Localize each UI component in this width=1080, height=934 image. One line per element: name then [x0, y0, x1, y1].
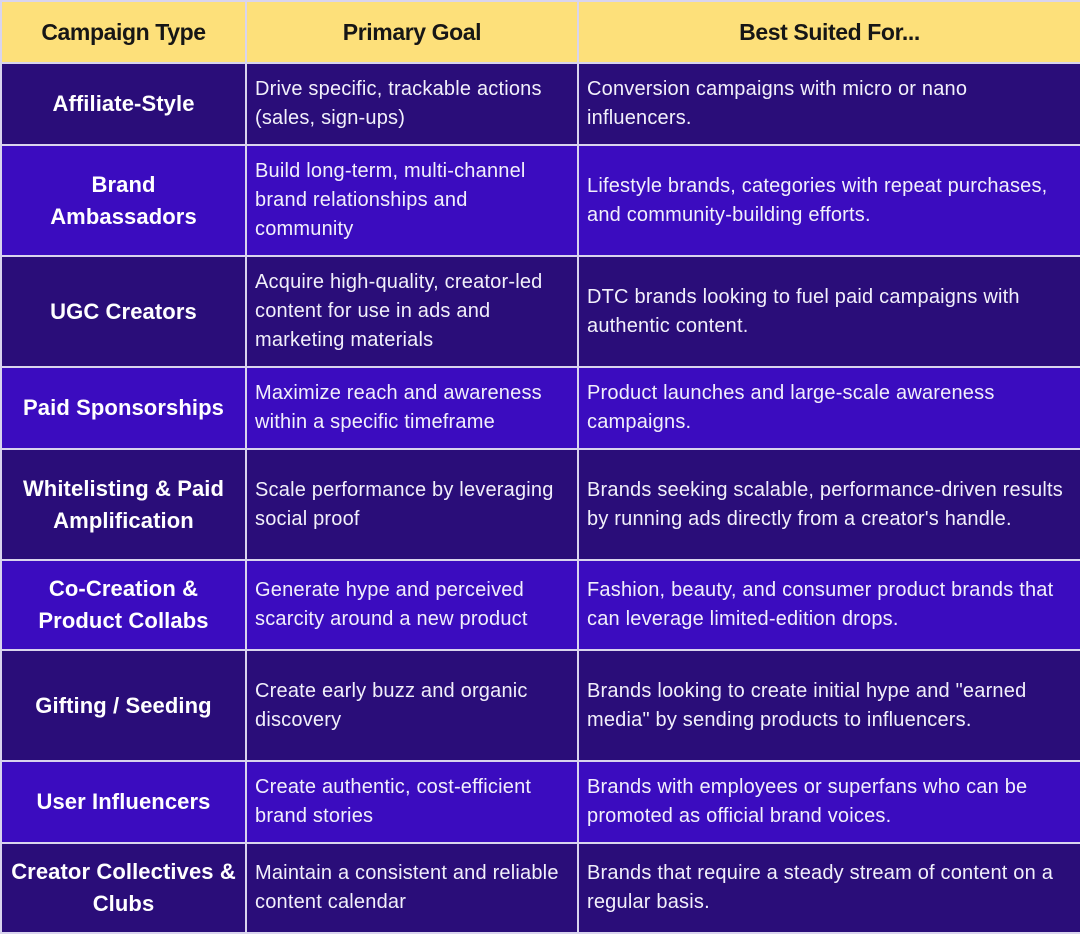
table-row: Affiliate-Style Drive specific, trackabl…: [0, 62, 1080, 146]
primary-goal-cell: Create authentic, cost-efficient brand s…: [245, 760, 579, 844]
best-suited-cell: Brands seeking scalable, performance-dri…: [577, 448, 1080, 561]
best-suited-cell: Fashion, beauty, and consumer product br…: [577, 559, 1080, 651]
campaign-type-cell: Co-Creation & Product Collabs: [0, 559, 247, 651]
table-row: UGC Creators Acquire high-quality, creat…: [0, 255, 1080, 368]
table-row: Co-Creation & Product Collabs Generate h…: [0, 559, 1080, 651]
best-suited-cell: Brands with employees or superfans who c…: [577, 760, 1080, 844]
primary-goal-cell: Drive specific, trackable actions (sales…: [245, 62, 579, 146]
primary-goal-cell: Acquire high-quality, creator-led conten…: [245, 255, 579, 368]
primary-goal-cell: Generate hype and perceived scarcity aro…: [245, 559, 579, 651]
campaign-type-cell: Creator Collectives & Clubs: [0, 842, 247, 934]
campaign-type-cell: Affiliate-Style: [0, 62, 247, 146]
primary-goal-cell: Create early buzz and organic discovery: [245, 649, 579, 762]
table-row: User Influencers Create authentic, cost-…: [0, 760, 1080, 844]
table-body: Affiliate-Style Drive specific, trackabl…: [0, 62, 1080, 934]
table-row: Gifting / Seeding Create early buzz and …: [0, 649, 1080, 762]
campaign-type-cell: Gifting / Seeding: [0, 649, 247, 762]
column-header-primary-goal: Primary Goal: [245, 0, 579, 64]
best-suited-cell: Product launches and large-scale awarene…: [577, 366, 1080, 450]
campaign-type-cell: UGC Creators: [0, 255, 247, 368]
table-header: Campaign Type Primary Goal Best Suited F…: [0, 0, 1080, 64]
primary-goal-cell: Scale performance by leveraging social p…: [245, 448, 579, 561]
column-header-best-suited-for: Best Suited For...: [577, 0, 1080, 64]
best-suited-cell: Brands looking to create initial hype an…: [577, 649, 1080, 762]
campaign-type-cell: Brand Ambassadors: [0, 144, 247, 257]
primary-goal-cell: Build long-term, multi-channel brand rel…: [245, 144, 579, 257]
best-suited-cell: Lifestyle brands, categories with repeat…: [577, 144, 1080, 257]
table-row: Whitelisting & Paid Amplification Scale …: [0, 448, 1080, 561]
primary-goal-cell: Maximize reach and awareness within a sp…: [245, 366, 579, 450]
table-row: Creator Collectives & Clubs Maintain a c…: [0, 842, 1080, 934]
header-row: Campaign Type Primary Goal Best Suited F…: [0, 0, 1080, 64]
best-suited-cell: Conversion campaigns with micro or nano …: [577, 62, 1080, 146]
campaign-type-cell: Paid Sponsorships: [0, 366, 247, 450]
table-row: Paid Sponsorships Maximize reach and awa…: [0, 366, 1080, 450]
primary-goal-cell: Maintain a consistent and reliable conte…: [245, 842, 579, 934]
campaign-type-cell: User Influencers: [0, 760, 247, 844]
best-suited-cell: Brands that require a steady stream of c…: [577, 842, 1080, 934]
best-suited-cell: DTC brands looking to fuel paid campaign…: [577, 255, 1080, 368]
campaign-type-cell: Whitelisting & Paid Amplification: [0, 448, 247, 561]
table-row: Brand Ambassadors Build long-term, multi…: [0, 144, 1080, 257]
column-header-campaign-type: Campaign Type: [0, 0, 247, 64]
